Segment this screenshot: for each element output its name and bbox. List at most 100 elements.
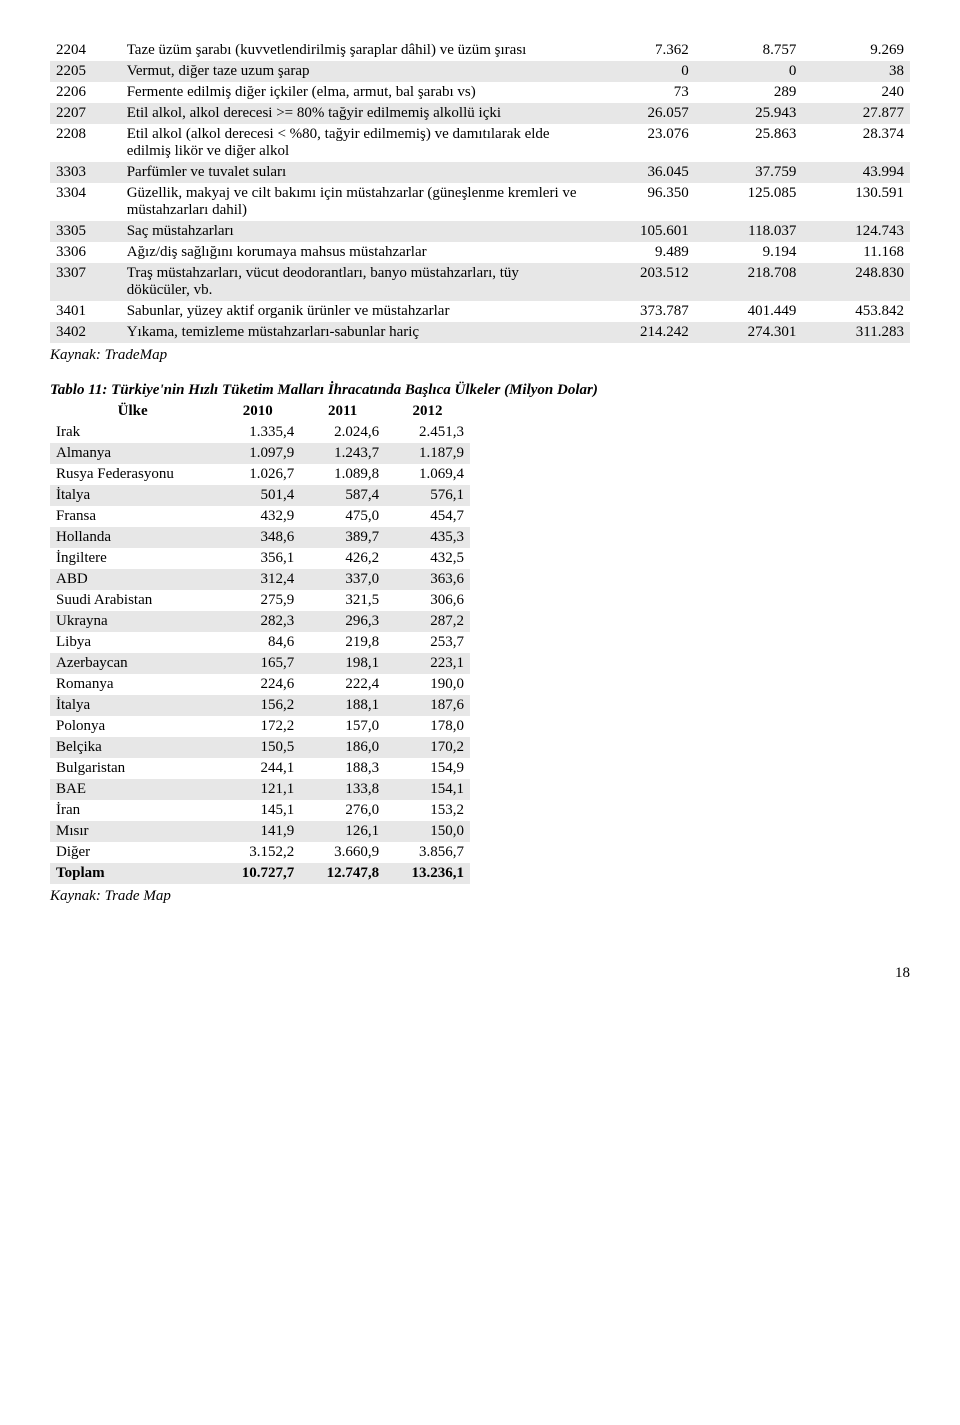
- row-country: Bulgaristan: [50, 758, 215, 779]
- row-y2: 296,3: [300, 611, 385, 632]
- row-val1: 0: [587, 61, 695, 82]
- row-val1: 26.057: [587, 103, 695, 124]
- row-y2: 126,1: [300, 821, 385, 842]
- row-code: 2205: [50, 61, 121, 82]
- row-val1: 36.045: [587, 162, 695, 183]
- table-row: 3402Yıkama, temizleme müstahzarları-sabu…: [50, 322, 910, 343]
- table-row: 3304Güzellik, makyaj ve cilt bakımı için…: [50, 183, 910, 221]
- table-row: İtalya156,2188,1187,6: [50, 695, 470, 716]
- table2-source: Kaynak: Trade Map: [50, 888, 910, 905]
- row-y1: 84,6: [215, 632, 300, 653]
- row-y1: 150,5: [215, 737, 300, 758]
- row-y1: 244,1: [215, 758, 300, 779]
- row-val3: 27.877: [802, 103, 910, 124]
- row-y2: 587,4: [300, 485, 385, 506]
- row-y2: 276,0: [300, 800, 385, 821]
- row-y3: 306,6: [385, 590, 470, 611]
- row-val3: 28.374: [802, 124, 910, 162]
- table-row: ABD312,4337,0363,6: [50, 569, 470, 590]
- row-y1: 312,4: [215, 569, 300, 590]
- row-y1: 3.152,2: [215, 842, 300, 863]
- row-desc: Parfümler ve tuvalet suları: [121, 162, 587, 183]
- row-country: İran: [50, 800, 215, 821]
- row-val1: 105.601: [587, 221, 695, 242]
- row-desc: Etil alkol, alkol derecesi >= 80% tağyir…: [121, 103, 587, 124]
- row-val1: 7.362: [587, 40, 695, 61]
- row-y1: 145,1: [215, 800, 300, 821]
- row-y3: 454,7: [385, 506, 470, 527]
- row-y2: 475,0: [300, 506, 385, 527]
- row-val3: 43.994: [802, 162, 910, 183]
- row-y3: 154,9: [385, 758, 470, 779]
- row-code: 3307: [50, 263, 121, 301]
- col-country: Ülke: [50, 401, 215, 422]
- table-header-row: Ülke201020112012: [50, 401, 470, 422]
- row-country: Almanya: [50, 443, 215, 464]
- row-code: 2208: [50, 124, 121, 162]
- row-code: 3304: [50, 183, 121, 221]
- row-y2: 2.024,6: [300, 422, 385, 443]
- row-country: Romanya: [50, 674, 215, 695]
- row-y2: 1.089,8: [300, 464, 385, 485]
- row-y3: 154,1: [385, 779, 470, 800]
- table-row: Almanya1.097,91.243,71.187,9: [50, 443, 470, 464]
- row-country: Irak: [50, 422, 215, 443]
- row-val1: 73: [587, 82, 695, 103]
- col-2011: 2011: [300, 401, 385, 422]
- table-row: 2205Vermut, diğer taze uzum şarap0038: [50, 61, 910, 82]
- table-row: 2208Etil alkol (alkol derecesi < %80, ta…: [50, 124, 910, 162]
- row-y2: 321,5: [300, 590, 385, 611]
- row-y3: 1.069,4: [385, 464, 470, 485]
- table-total-row: Toplam10.727,712.747,813.236,1: [50, 863, 470, 884]
- row-val1: 373.787: [587, 301, 695, 322]
- row-y1: 121,1: [215, 779, 300, 800]
- row-y2: 133,8: [300, 779, 385, 800]
- row-code: 3402: [50, 322, 121, 343]
- row-desc: Yıkama, temizleme müstahzarları-sabunlar…: [121, 322, 587, 343]
- row-val2: 118.037: [695, 221, 803, 242]
- row-val2: 25.863: [695, 124, 803, 162]
- row-desc: Saç müstahzarları: [121, 221, 587, 242]
- row-code: 2207: [50, 103, 121, 124]
- row-country: Suudi Arabistan: [50, 590, 215, 611]
- total-y2: 12.747,8: [300, 863, 385, 884]
- country-table: Ülke201020112012Irak1.335,42.024,62.451,…: [50, 401, 470, 884]
- row-y3: 153,2: [385, 800, 470, 821]
- row-y3: 223,1: [385, 653, 470, 674]
- row-code: 3305: [50, 221, 121, 242]
- row-val3: 38: [802, 61, 910, 82]
- table-row: Bulgaristan244,1188,3154,9: [50, 758, 470, 779]
- table-row: İran145,1276,0153,2: [50, 800, 470, 821]
- row-y2: 157,0: [300, 716, 385, 737]
- row-val3: 453.842: [802, 301, 910, 322]
- table-row: Hollanda348,6389,7435,3: [50, 527, 470, 548]
- row-y1: 501,4: [215, 485, 300, 506]
- row-y3: 287,2: [385, 611, 470, 632]
- row-country: ABD: [50, 569, 215, 590]
- table-row: Belçika150,5186,0170,2: [50, 737, 470, 758]
- row-y3: 1.187,9: [385, 443, 470, 464]
- table-row: Polonya172,2157,0178,0: [50, 716, 470, 737]
- row-val3: 130.591: [802, 183, 910, 221]
- total-label: Toplam: [50, 863, 215, 884]
- row-y2: 3.660,9: [300, 842, 385, 863]
- row-code: 2206: [50, 82, 121, 103]
- row-y1: 165,7: [215, 653, 300, 674]
- row-y2: 188,1: [300, 695, 385, 716]
- row-country: Azerbaycan: [50, 653, 215, 674]
- row-desc: Sabunlar, yüzey aktif organik ürünler ve…: [121, 301, 587, 322]
- row-y3: 576,1: [385, 485, 470, 506]
- table1-source: Kaynak: TradeMap: [50, 347, 910, 364]
- row-country: Polonya: [50, 716, 215, 737]
- row-val3: 248.830: [802, 263, 910, 301]
- col-2010: 2010: [215, 401, 300, 422]
- row-code: 3303: [50, 162, 121, 183]
- table-row: 3303Parfümler ve tuvalet suları36.04537.…: [50, 162, 910, 183]
- table-row: 2207Etil alkol, alkol derecesi >= 80% ta…: [50, 103, 910, 124]
- row-country: İtalya: [50, 485, 215, 506]
- table-row: 3305Saç müstahzarları105.601118.037124.7…: [50, 221, 910, 242]
- total-y1: 10.727,7: [215, 863, 300, 884]
- row-country: Mısır: [50, 821, 215, 842]
- table-row: Diğer3.152,23.660,93.856,7: [50, 842, 470, 863]
- row-country: Fransa: [50, 506, 215, 527]
